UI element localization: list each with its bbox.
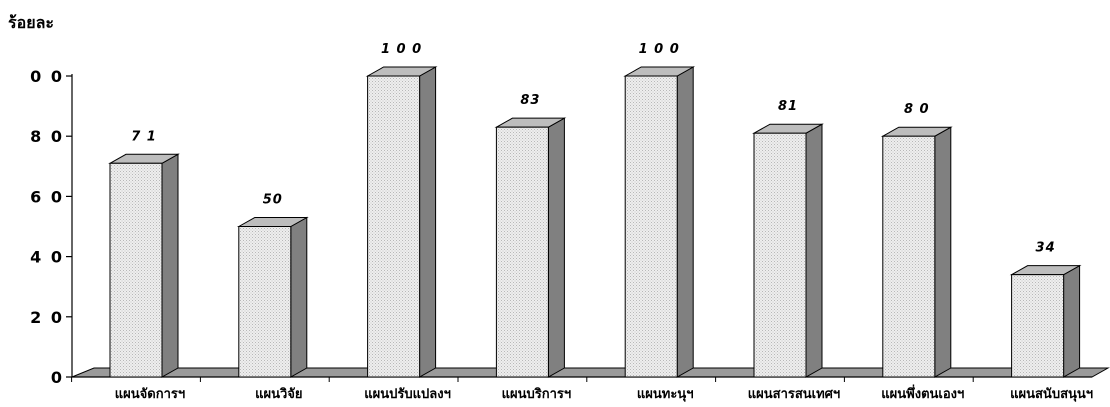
category-label: แผนวิจัย <box>255 387 302 402</box>
bar-side-face <box>934 126 952 378</box>
data-label: 7 1 <box>131 129 157 144</box>
data-label: 50 <box>263 193 283 208</box>
bar-front-face <box>495 126 549 378</box>
category-label: แผนบริการฯ <box>502 387 572 402</box>
bar-front-face <box>1011 274 1065 378</box>
y-axis-title: ร้อยละ <box>8 13 54 32</box>
category-label: แผนสนับสนุนฯ <box>1010 387 1093 402</box>
y-tick-label: 8 0 <box>30 127 64 146</box>
data-label: 1 0 0 <box>639 42 680 57</box>
y-tick-label: 6 0 <box>30 187 64 206</box>
bar <box>1009 264 1082 378</box>
bar <box>236 216 309 378</box>
bar-front-face <box>882 135 936 378</box>
bar-front-face <box>109 162 163 378</box>
category-label: แผนปรับแปลงฯ <box>364 387 451 402</box>
y-tick-label: 4 0 <box>30 248 64 267</box>
y-tick-label: 0 0 <box>30 67 64 86</box>
bar-side-face <box>1063 264 1081 378</box>
data-label: 34 <box>1036 241 1056 256</box>
bar <box>623 66 696 378</box>
data-label: 8 0 <box>904 102 930 117</box>
bar-side-face <box>290 216 308 378</box>
bar <box>108 153 180 378</box>
category-label: แผนสารสนเทศฯ <box>748 387 841 402</box>
bar <box>494 117 567 378</box>
y-tick-label: 2 0 <box>30 308 64 327</box>
bar-front-face <box>624 75 678 378</box>
bar-front-face <box>367 75 421 378</box>
data-label: 1 0 0 <box>381 42 422 57</box>
bar-side-face <box>805 123 823 378</box>
bar-side-face <box>547 117 565 378</box>
data-label: 83 <box>520 93 540 108</box>
bar <box>880 126 953 378</box>
bar <box>752 123 824 378</box>
category-label: แผนจัดการฯ <box>115 387 185 402</box>
bar-front-face <box>753 132 807 378</box>
y-tick-label: 0 <box>51 368 64 387</box>
bar-front-face <box>238 226 292 378</box>
bar-side-face <box>419 66 437 378</box>
bar <box>365 66 438 378</box>
chart-floor <box>71 367 1110 378</box>
bar-side-face <box>161 153 179 378</box>
category-label: แผนทะนุฯ <box>637 387 694 402</box>
category-label: แผนพึ่งตนเองฯ <box>881 384 964 402</box>
bar-side-face <box>676 66 694 378</box>
data-label: 81 <box>778 99 798 114</box>
